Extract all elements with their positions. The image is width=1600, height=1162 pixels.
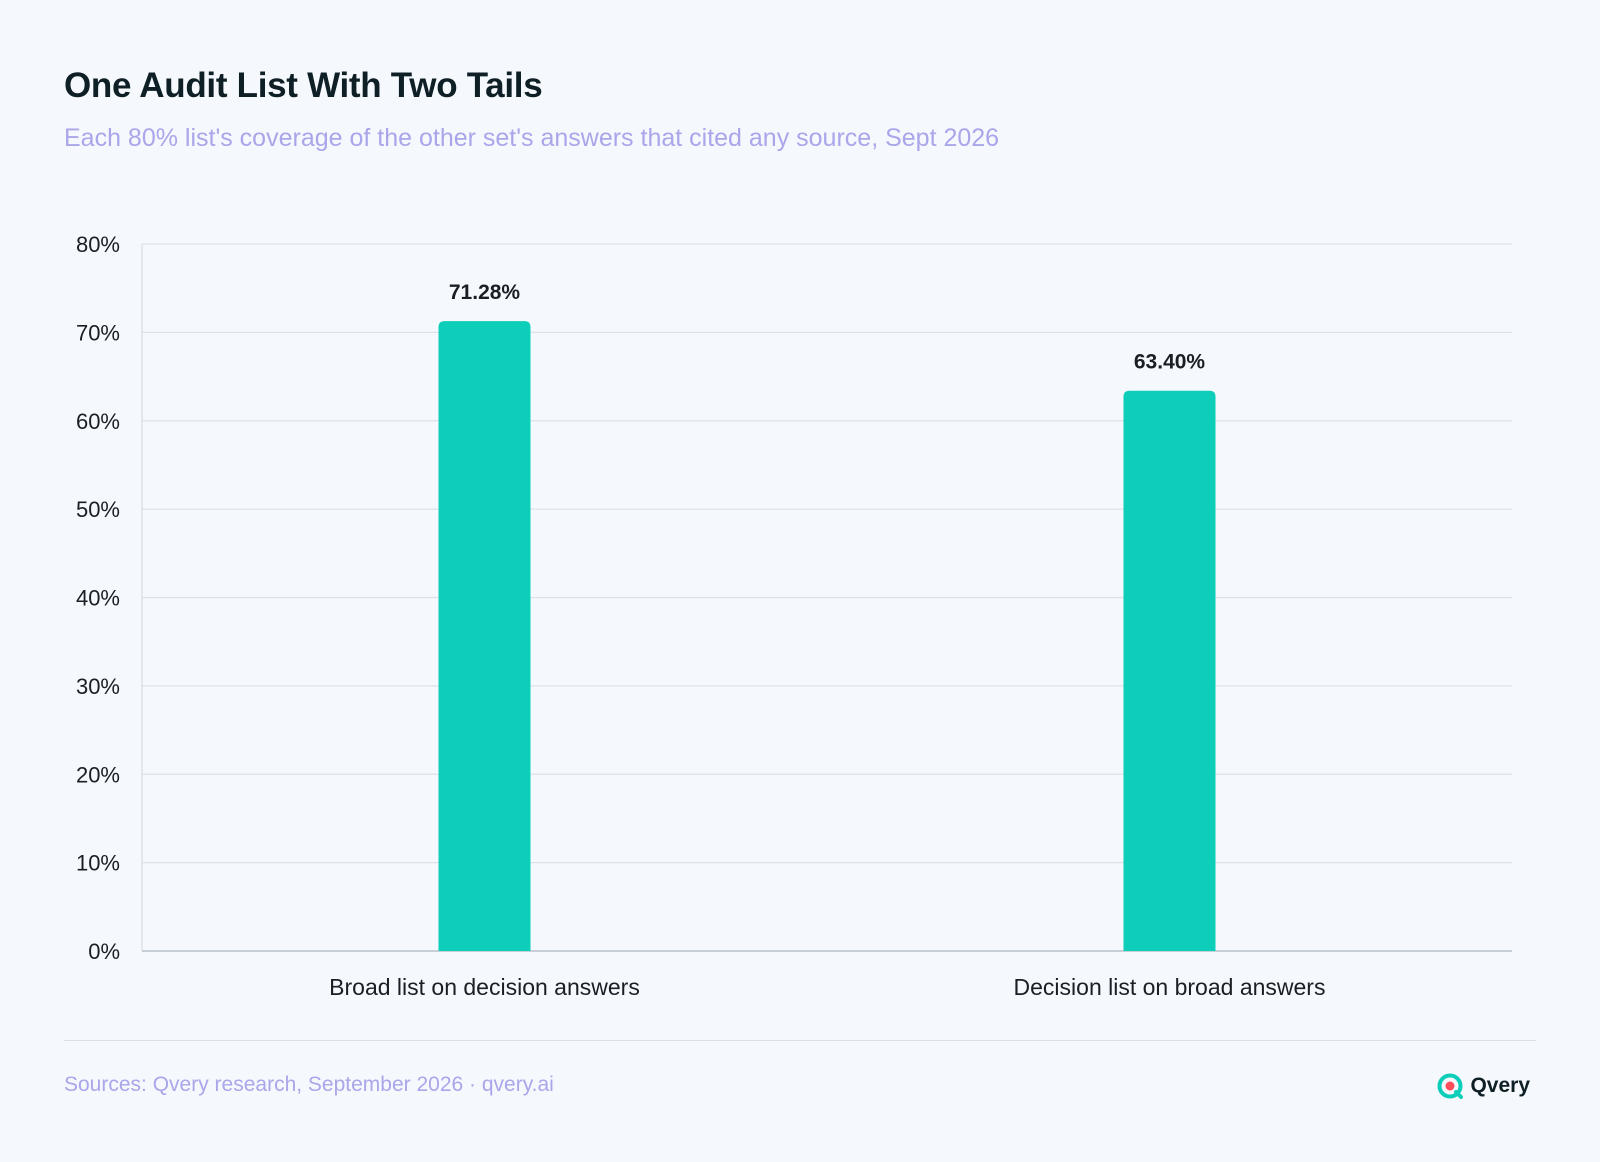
- brand-name: Qvery: [1470, 1074, 1530, 1097]
- bar-chart: 0% 10% 20% 30% 40% 50% 60% 70% 80% 71.28% Broad li…: [76, 232, 1512, 1000]
- y-tick-label: 40%: [76, 586, 120, 611]
- brand-logo: Qvery: [1437, 1073, 1530, 1099]
- x-category-label: Decision list on broad answers: [1014, 974, 1326, 1000]
- footer-divider: [64, 1040, 1536, 1041]
- y-tick-label: 70%: [76, 320, 120, 345]
- y-tick-label: 30%: [76, 674, 120, 699]
- x-category-label: Broad list on decision answers: [329, 974, 640, 1000]
- y-tick-label: 0%: [88, 939, 120, 964]
- bar: [1123, 390, 1216, 951]
- source-note: Sources: Qvery research, September 2026 …: [64, 1073, 554, 1096]
- y-tick-label: 60%: [76, 409, 120, 434]
- bar: [438, 321, 531, 951]
- chart-title: One Audit List With Two Tails: [64, 66, 543, 105]
- chart-subtitle: Each 80% list's coverage of the other se…: [64, 124, 1000, 152]
- y-tick-label: 50%: [76, 497, 120, 522]
- y-tick-label: 20%: [76, 762, 120, 787]
- data-label: 71.28%: [449, 281, 521, 304]
- qvery-logo-icon: [1437, 1073, 1464, 1099]
- y-tick-label: 10%: [76, 851, 120, 876]
- y-tick-label: 80%: [76, 232, 120, 257]
- data-label: 63.40%: [1134, 351, 1206, 374]
